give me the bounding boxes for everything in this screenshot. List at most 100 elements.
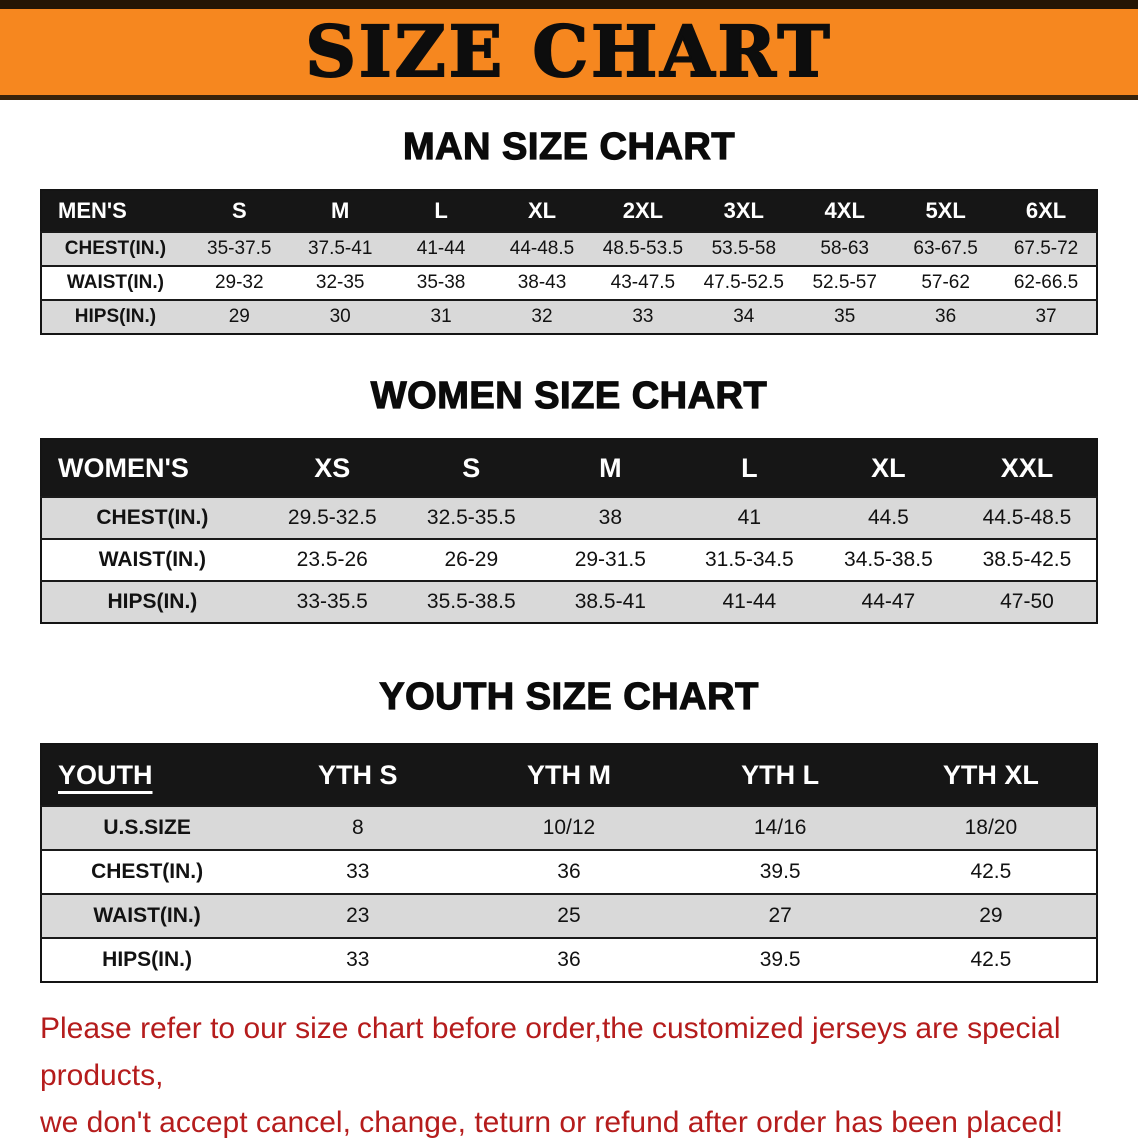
size-value: 29 bbox=[979, 904, 1003, 927]
size-value: 33-35.5 bbox=[296, 590, 368, 613]
size-value: 18/20 bbox=[964, 816, 1018, 839]
size-value: 39.5 bbox=[759, 860, 801, 883]
women-size-table: WOMEN'S XS S M L XL XXL CHEST(IN.) 29.5-32.5 32.5… bbox=[40, 438, 1098, 624]
size-value: 14/16 bbox=[753, 816, 807, 839]
column-header: XXL bbox=[957, 439, 1097, 497]
size-value: 31 bbox=[430, 306, 452, 327]
table-title-cell: WOMEN'S bbox=[41, 439, 263, 497]
column-header: M bbox=[289, 190, 391, 232]
size-value: 29-31.5 bbox=[574, 548, 646, 571]
men-size-section: MAN SIZE CHART MEN'S S M L XL 2XL 3XL 4XL 5XL 6XL… bbox=[40, 125, 1098, 335]
size-value: 44.5-48.5 bbox=[982, 506, 1072, 529]
size-value: 29-32 bbox=[214, 272, 264, 293]
row-label: HIPS(IN.) bbox=[102, 948, 193, 971]
size-value: 41-44 bbox=[416, 238, 466, 259]
footer-notice: Please refer to our size chart before or… bbox=[0, 983, 1138, 1146]
table-row: WAIST(IN.) 23 25 27 29 bbox=[41, 894, 1097, 938]
table-title-cell: MEN'S bbox=[41, 190, 189, 232]
size-value: 31.5-34.5 bbox=[704, 548, 794, 571]
size-value: 35 bbox=[834, 306, 856, 327]
header-row: MEN'S S M L XL 2XL 3XL 4XL 5XL 6XL bbox=[41, 190, 1097, 232]
size-value: 58-63 bbox=[820, 238, 870, 259]
column-header: XS bbox=[262, 439, 402, 497]
size-value: 44.5 bbox=[867, 506, 909, 529]
men-section-heading: MAN SIZE CHART bbox=[402, 125, 736, 168]
column-header: S bbox=[401, 439, 541, 497]
size-value: 41 bbox=[737, 506, 762, 529]
banner: SIZE CHART bbox=[0, 0, 1138, 100]
table-row: WAIST(IN.) 23.5-26 26-29 29-31.5 31.5-34.5 34… bbox=[41, 539, 1097, 581]
size-value: 23.5-26 bbox=[296, 548, 368, 571]
header-row: YOUTH YTH S YTH M YTH L YTH XL bbox=[41, 744, 1097, 806]
youth-section-heading: YOUTH SIZE CHART bbox=[379, 675, 759, 718]
content: MAN SIZE CHART MEN'S S M L XL 2XL 3XL 4XL 5XL 6XL… bbox=[0, 125, 1138, 983]
size-value: 34 bbox=[733, 306, 755, 327]
size-value: 36 bbox=[935, 306, 957, 327]
size-value: 23 bbox=[346, 904, 370, 927]
column-header: YTH S bbox=[252, 744, 464, 806]
size-value: 47-50 bbox=[1000, 590, 1054, 613]
size-value: 53.5-58 bbox=[711, 238, 777, 259]
table-row: CHEST(IN.) 29.5-32.5 32.5-35.5 38 41 44.5 44.5… bbox=[41, 497, 1097, 539]
table-row: HIPS(IN.) 29 30 31 32 33 34 35 36 37 bbox=[41, 300, 1097, 334]
size-value: 38 bbox=[598, 506, 622, 529]
banner-title: SIZE CHART bbox=[304, 10, 833, 93]
size-value: 48.5-53.5 bbox=[602, 238, 684, 259]
size-value: 42.5 bbox=[970, 948, 1012, 971]
column-header: YTH L bbox=[674, 744, 886, 806]
size-value: 38-43 bbox=[517, 272, 567, 293]
column-header: YTH XL bbox=[885, 744, 1097, 806]
column-header: S bbox=[188, 190, 290, 232]
size-value: 44-47 bbox=[861, 590, 916, 613]
column-header: 2XL bbox=[592, 190, 694, 232]
size-value: 57-62 bbox=[921, 272, 970, 293]
size-value: 38.5-42.5 bbox=[982, 548, 1072, 571]
row-label: WAIST(IN.) bbox=[66, 272, 164, 293]
size-value: 42.5 bbox=[970, 860, 1012, 883]
column-header: YTH M bbox=[463, 744, 675, 806]
size-value: 8 bbox=[351, 816, 364, 839]
size-value: 37 bbox=[1035, 306, 1057, 327]
size-value: 41-44 bbox=[722, 590, 777, 613]
size-value: 29 bbox=[228, 306, 250, 327]
size-value: 10/12 bbox=[542, 816, 596, 839]
size-value: 25 bbox=[557, 904, 581, 927]
notice-line-1: Please refer to our size chart before or… bbox=[40, 1012, 1061, 1092]
size-value: 32-35 bbox=[315, 272, 365, 293]
women-section-heading: WOMEN SIZE CHART bbox=[370, 374, 768, 417]
table-row: WAIST(IN.) 29-32 32-35 35-38 38-43 43-47.5 47.… bbox=[41, 266, 1097, 300]
size-value: 44-48.5 bbox=[509, 238, 575, 259]
row-label: WAIST(IN.) bbox=[98, 548, 207, 571]
table-title-cell: YOUTH bbox=[41, 744, 253, 806]
size-value: 62-66.5 bbox=[1013, 272, 1079, 293]
size-value: 63-67.5 bbox=[913, 238, 978, 259]
size-value: 36 bbox=[557, 860, 581, 883]
column-header: XL bbox=[818, 439, 958, 497]
size-value: 47.5-52.5 bbox=[703, 272, 784, 293]
column-header: 5XL bbox=[895, 190, 997, 232]
size-value: 27 bbox=[768, 904, 792, 927]
size-value: 43-47.5 bbox=[610, 272, 676, 293]
header-row: WOMEN'S XS S M L XL XXL bbox=[41, 439, 1097, 497]
women-size-section: WOMEN SIZE CHART WOMEN'S XS S M L XL XXL CHEST(… bbox=[40, 374, 1098, 624]
size-value: 38.5-41 bbox=[574, 590, 646, 613]
column-header: 4XL bbox=[794, 190, 896, 232]
table-row: HIPS(IN.) 33-35.5 35.5-38.5 38.5-41 41-44 44-… bbox=[41, 581, 1097, 623]
row-label: HIPS(IN.) bbox=[74, 306, 157, 327]
size-value: 30 bbox=[329, 306, 351, 327]
row-label: HIPS(IN.) bbox=[107, 590, 198, 613]
size-value: 33 bbox=[632, 306, 654, 327]
notice-line-2: we don't accept cancel, change, teturn o… bbox=[40, 1106, 1064, 1139]
table-row: HIPS(IN.) 33 36 39.5 42.5 bbox=[41, 938, 1097, 982]
youth-size-table: YOUTH YTH S YTH M YTH L YTH XL U.S.SIZE 8 10/12… bbox=[40, 743, 1098, 983]
size-value: 33 bbox=[346, 860, 370, 883]
column-header: M bbox=[540, 439, 680, 497]
size-value: 35-37.5 bbox=[207, 238, 272, 259]
size-value: 37.5-41 bbox=[307, 238, 373, 259]
row-label: U.S.SIZE bbox=[103, 816, 191, 839]
column-header: 6XL bbox=[996, 190, 1097, 232]
table-row: CHEST(IN.) 35-37.5 37.5-41 41-44 44-48.5 48.5… bbox=[41, 232, 1097, 266]
size-value: 35.5-38.5 bbox=[426, 590, 516, 613]
size-value: 33 bbox=[346, 948, 370, 971]
